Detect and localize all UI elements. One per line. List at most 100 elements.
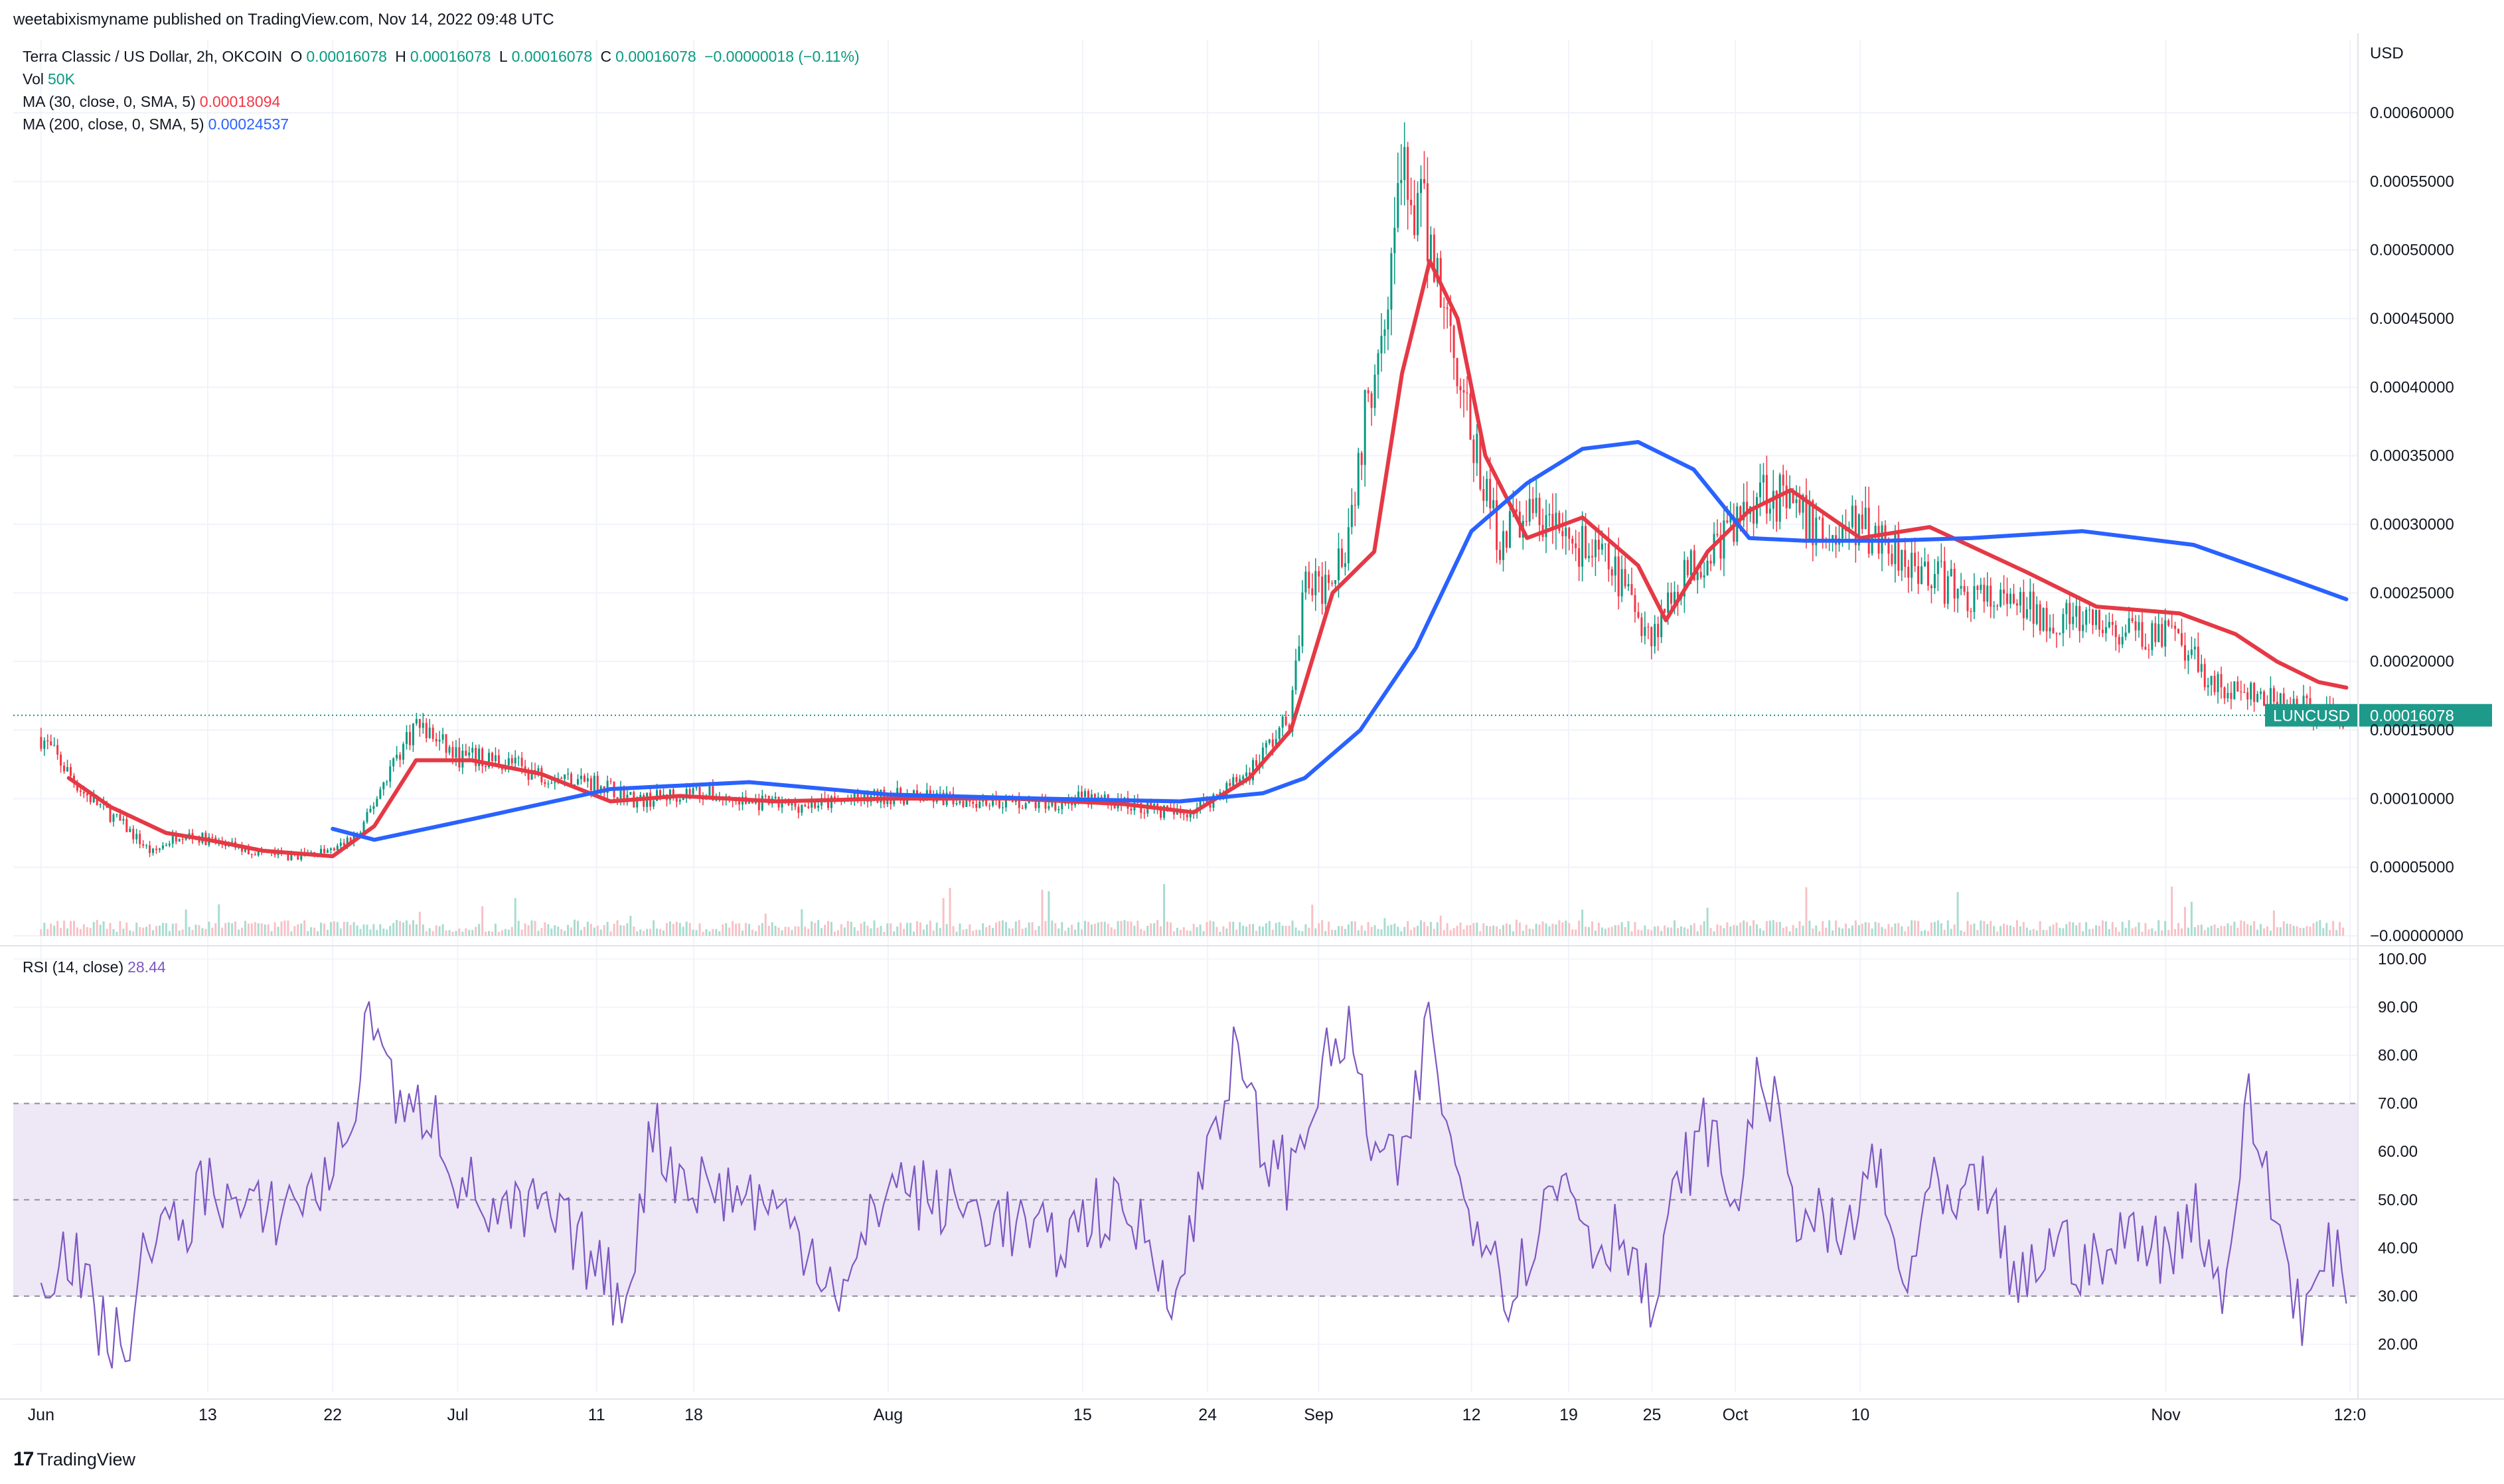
volume-bar [850,921,852,936]
candle-body [1308,571,1310,589]
volume-bar [646,928,649,936]
volume-bar [425,931,428,936]
candle-body [1288,725,1291,732]
volume-bar [757,925,760,936]
candle-body [1558,512,1561,532]
candle-body [985,800,988,806]
candle-body [445,734,447,753]
volume-bar [155,926,157,936]
candle-body [1387,309,1389,330]
volume-bar [1232,921,1235,936]
candle-body [389,766,392,782]
volume-bar [195,925,197,936]
volume-bar [2003,923,2005,936]
candle-body [1792,489,1794,504]
volume-bar [1604,928,1606,936]
candle-body [1479,433,1482,489]
volume-bar [2289,924,2292,936]
candle-body [1548,514,1551,516]
volume-bar [1798,921,1801,936]
volume-bar [1996,931,1999,936]
candle-body [1699,571,1702,578]
candle-body [431,727,434,739]
volume-bar [1400,931,1403,936]
volume-bar [2128,920,2130,936]
volume-bar [821,928,823,936]
candle-body [1746,502,1749,514]
candle-body [1726,520,1729,523]
volume-bar [43,923,46,936]
candle-body [2217,674,2219,692]
volume-bar [297,924,299,936]
price-tick-label: 0.00035000 [2370,447,2454,465]
candle-body [1627,583,1630,587]
volume-bar [1644,925,1646,936]
volume-bar [1676,928,1679,936]
volume-bar [283,920,286,936]
candle-body [567,773,570,775]
volume-bar [1917,921,1920,936]
price-tick-label: 0.00015000 [2370,721,2454,739]
tradingview-brand[interactable]: 17 TradingView [13,1448,135,1471]
candle-body [616,797,619,800]
volume-bar [708,931,711,936]
candle-body [2200,664,2203,672]
volume-bar [1298,930,1300,936]
volume-bar [2025,927,2028,936]
price-tick-label: 0.00030000 [2370,516,2454,534]
candle-body [422,723,424,728]
volume-bar [2062,928,2065,936]
volume-bar [415,924,418,936]
volume-bar [804,927,807,936]
volume-bar [833,931,836,936]
candle-body [257,849,260,855]
candle-body [1219,792,1221,795]
volume-bar [267,924,270,936]
candle-body [1038,798,1040,808]
volume-bar [1637,929,1640,936]
volume-bar [2266,926,2268,936]
volume-bar [925,924,928,936]
price-tick-label: 0.00040000 [2370,378,2454,396]
volume-bar [1588,927,1591,936]
candle-body [2236,681,2239,692]
volume-bar [274,922,276,936]
volume-bar [1693,923,1695,936]
candle-body [481,748,484,767]
volume-bar [161,923,164,936]
volume-bar [1844,923,1847,936]
volume-bar [356,925,358,936]
volume-bar [1508,924,1511,936]
volume-bar [1199,924,1202,936]
volume-bar [392,923,395,936]
candle-body [1390,253,1393,310]
volume-bar [1601,927,1603,936]
volume-bar [2022,922,2025,936]
volume-bar [1585,927,1587,936]
volume-bar [995,923,998,936]
candle-body [1275,739,1277,747]
candle-body [1601,544,1603,550]
candle-body [564,774,566,779]
candle-body [1966,591,1969,611]
candle-body [211,837,214,838]
volume-bar [1815,925,1818,936]
candle-body [1413,205,1416,236]
candle-body [939,792,941,794]
candle-body [1354,504,1356,506]
volume-bar [554,925,556,936]
volume-bar [880,926,882,936]
volume-bar [2088,928,2091,936]
volume-bar [2065,924,2068,936]
volume-bar [1403,927,1406,936]
rsi-tick-label: 80.00 [2378,1047,2418,1065]
volume-bar [2114,927,2117,936]
volume-bar [82,924,85,936]
candle-body [1920,566,1923,584]
candle-body [2193,646,2196,650]
volume-bar [2157,920,2160,936]
candle-body [678,800,681,802]
candle-body [586,778,589,782]
volume-bar [455,930,457,936]
volume-bar [369,929,372,936]
